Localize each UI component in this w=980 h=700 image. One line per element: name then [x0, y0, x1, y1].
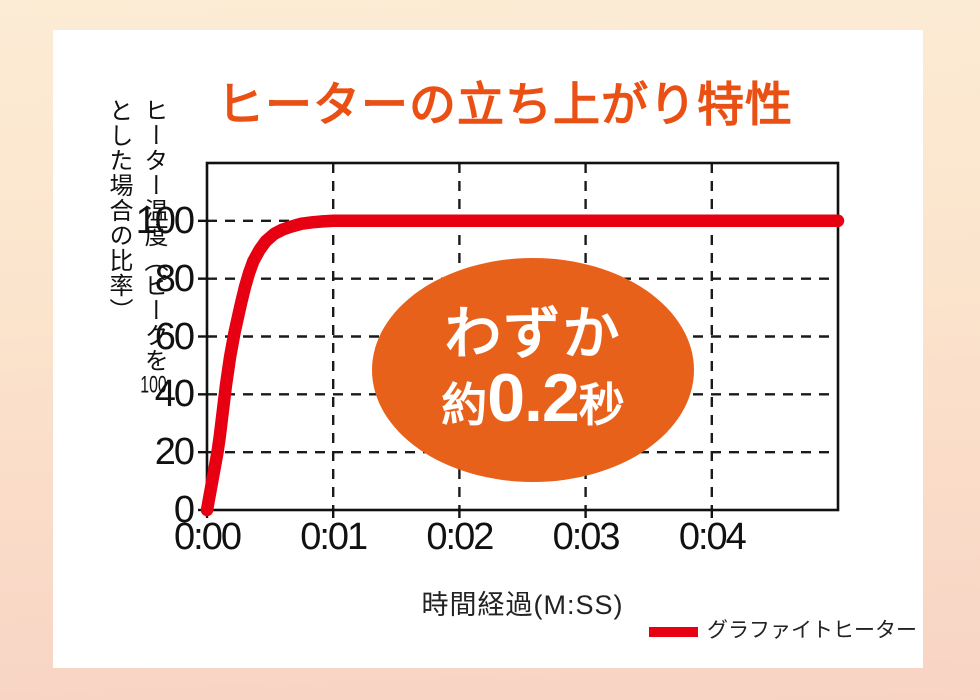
badge-line1: わずか	[444, 302, 622, 367]
badge-approx-prefix: 約	[441, 379, 488, 432]
x-tick-label: 0:04	[678, 516, 747, 558]
highlight-badge: わずか 約0.2秒	[372, 258, 694, 482]
y-tick-label: 60	[154, 315, 195, 358]
chart-title: ヒーターの立ち上がり特性	[217, 78, 793, 131]
y-tick-label: 80	[154, 257, 195, 300]
x-tick-label: 0:01	[300, 516, 368, 558]
chart-card: ヒーターの立ち上がり特性 ヒーター温度（ピークを100とした場合の比率） わずか…	[53, 30, 923, 668]
x-tick-label: 0:00	[174, 516, 242, 558]
y-axis-label-number: 100	[140, 373, 167, 397]
x-axis-title: 時間経過(M:SS)	[421, 590, 624, 620]
legend: グラファイトヒーター	[649, 614, 917, 644]
y-tick-label: 100	[135, 199, 195, 242]
y-axis-label-pre: ヒーター温度（ピークを	[140, 98, 167, 373]
y-axis-label-post: とした場合の比率）	[105, 98, 132, 323]
x-tick-label: 0:03	[552, 516, 621, 558]
x-tick-label: 0:02	[426, 516, 494, 558]
temperature-curve	[200, 214, 845, 517]
y-tick-label: 20	[154, 431, 195, 474]
legend-swatch	[649, 627, 698, 637]
y-axis-label: ヒーター温度（ピークを100 とした場合の比率）	[101, 98, 171, 618]
legend-label: グラファイトヒーター	[707, 619, 917, 642]
y-tick-label: 0	[173, 489, 195, 531]
badge-unit-suffix: 秒	[578, 379, 625, 432]
badge-value: 0.2	[487, 360, 580, 437]
y-tick-label: 40	[154, 373, 195, 416]
badge-line2: 約0.2秒	[441, 363, 625, 434]
